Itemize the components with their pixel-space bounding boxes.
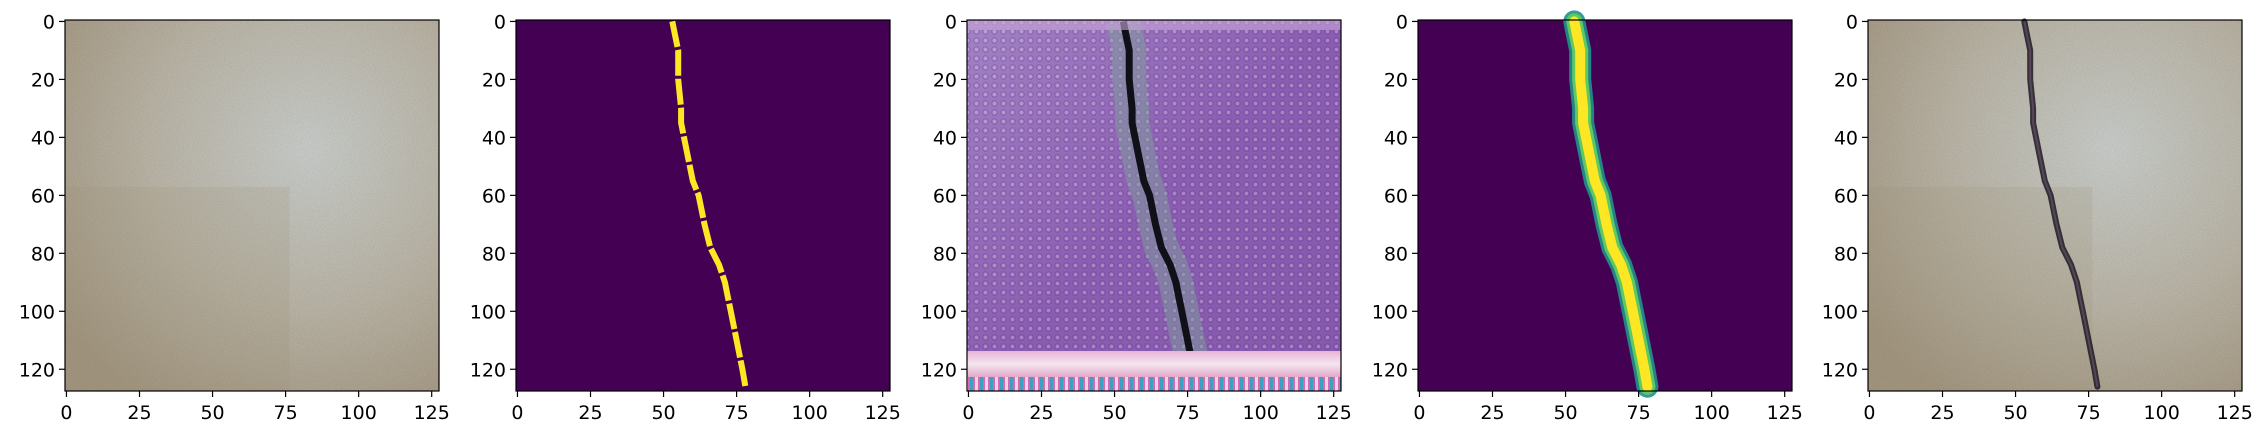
axes-frame	[966, 19, 1342, 392]
y-tick-label: 0	[43, 11, 55, 33]
x-tick-label: 100	[1694, 402, 1730, 424]
x-tick-label: 25	[1930, 402, 1954, 424]
axes-frame	[1417, 19, 1793, 392]
x-tick-label: 125	[2217, 402, 2253, 424]
y-tick-label: 0	[1396, 11, 1408, 33]
y-tick-label: 120	[921, 359, 957, 381]
x-tick-label: 125	[1316, 402, 1352, 424]
x-tick-label: 100	[1243, 402, 1279, 424]
y-tick-label: 100	[470, 301, 506, 323]
y-tick-label: 20	[1834, 69, 1858, 91]
x-tick-label: 0	[962, 402, 974, 424]
generated-image-image	[967, 20, 1341, 391]
x-tick-label: 100	[792, 402, 828, 424]
y-tick-label: 60	[933, 185, 957, 207]
predicted-mask-image	[1418, 10, 1792, 398]
input-image: 0 25 50 75 100 125 0 20 40 60 80 100 120	[19, 11, 450, 424]
overlay-image-image	[1868, 18, 2242, 391]
x-tick-label: 0	[1413, 402, 1425, 424]
y-tick-label: 120	[1822, 359, 1858, 381]
y-tick-label: 0	[494, 11, 506, 33]
x-tick-label: 50	[1102, 402, 1126, 424]
x-tick-label: 125	[865, 402, 901, 424]
crack-mask	[669, 20, 749, 388]
y-tick-label: 20	[31, 69, 55, 91]
y-tick-label: 80	[482, 243, 506, 265]
x-tick-label: 50	[200, 402, 224, 424]
x-tick-label: 50	[651, 402, 675, 424]
x-tick-label: 25	[127, 402, 151, 424]
x-tick-label: 0	[60, 402, 72, 424]
y-tick-label: 60	[31, 185, 55, 207]
predicted-mask: 0 25 50 75 100 125 0 20 40 60 80 100 120	[1372, 10, 1803, 424]
y-tick-label: 40	[31, 127, 55, 149]
ground-truth-mask: 0 25 50 75 100 125 0 20 40 60 80 100 120	[470, 11, 901, 424]
crack-line	[1119, 20, 1200, 388]
y-tick-label: 100	[1822, 301, 1858, 323]
y-tick-label: 60	[482, 185, 506, 207]
y-tick-label: 120	[470, 359, 506, 381]
x-tick-label: 75	[274, 402, 298, 424]
y-tick-label: 20	[482, 69, 506, 91]
input-image-image	[65, 20, 439, 391]
x-tick-label: 75	[725, 402, 749, 424]
overlay-image: 0 25 50 75 100 125 0 20 40 60 80 100 120	[1822, 11, 2253, 424]
x-tick-label: 100	[2144, 402, 2180, 424]
x-tick-label: 125	[1767, 402, 1803, 424]
y-tick-label: 80	[31, 243, 55, 265]
x-tick-label: 125	[414, 402, 450, 424]
x-tick-label: 0	[511, 402, 523, 424]
ground-truth-mask-image	[516, 20, 890, 391]
x-tick-label: 0	[1863, 402, 1875, 424]
x-tick-label: 25	[578, 402, 602, 424]
y-tick-label: 100	[1372, 301, 1408, 323]
y-tick-label: 100	[921, 301, 957, 323]
y-tick-label: 80	[933, 243, 957, 265]
x-tick-label: 75	[1176, 402, 1200, 424]
x-tick-label: 50	[1553, 402, 1577, 424]
x-tick-label: 25	[1029, 402, 1053, 424]
axes-frame	[64, 19, 440, 392]
y-tick-label: 20	[933, 69, 957, 91]
y-tick-label: 60	[1834, 185, 1858, 207]
generated-image: 0 25 50 75 100 125 0 20 40 60 80 100 120	[921, 11, 1352, 424]
axes-frame	[1867, 19, 2243, 392]
x-tick-label: 75	[1627, 402, 1651, 424]
x-tick-label: 25	[1480, 402, 1504, 424]
y-tick-label: 120	[19, 359, 55, 381]
crack-mask	[1569, 16, 1653, 392]
y-tick-label: 40	[482, 127, 506, 149]
x-tick-label: 50	[2003, 402, 2027, 424]
y-tick-label: 40	[933, 127, 957, 149]
y-tick-label: 20	[1384, 69, 1408, 91]
y-tick-label: 0	[945, 11, 957, 33]
y-tick-label: 80	[1384, 243, 1408, 265]
y-tick-label: 60	[1384, 185, 1408, 207]
y-tick-label: 100	[19, 301, 55, 323]
x-tick-label: 75	[2077, 402, 2101, 424]
axes-frame	[515, 19, 891, 392]
y-tick-label: 40	[1834, 127, 1858, 149]
y-tick-label: 120	[1372, 359, 1408, 381]
y-tick-label: 40	[1384, 127, 1408, 149]
y-tick-label: 0	[1846, 11, 1858, 33]
x-tick-label: 100	[341, 402, 377, 424]
y-tick-label: 80	[1834, 243, 1858, 265]
